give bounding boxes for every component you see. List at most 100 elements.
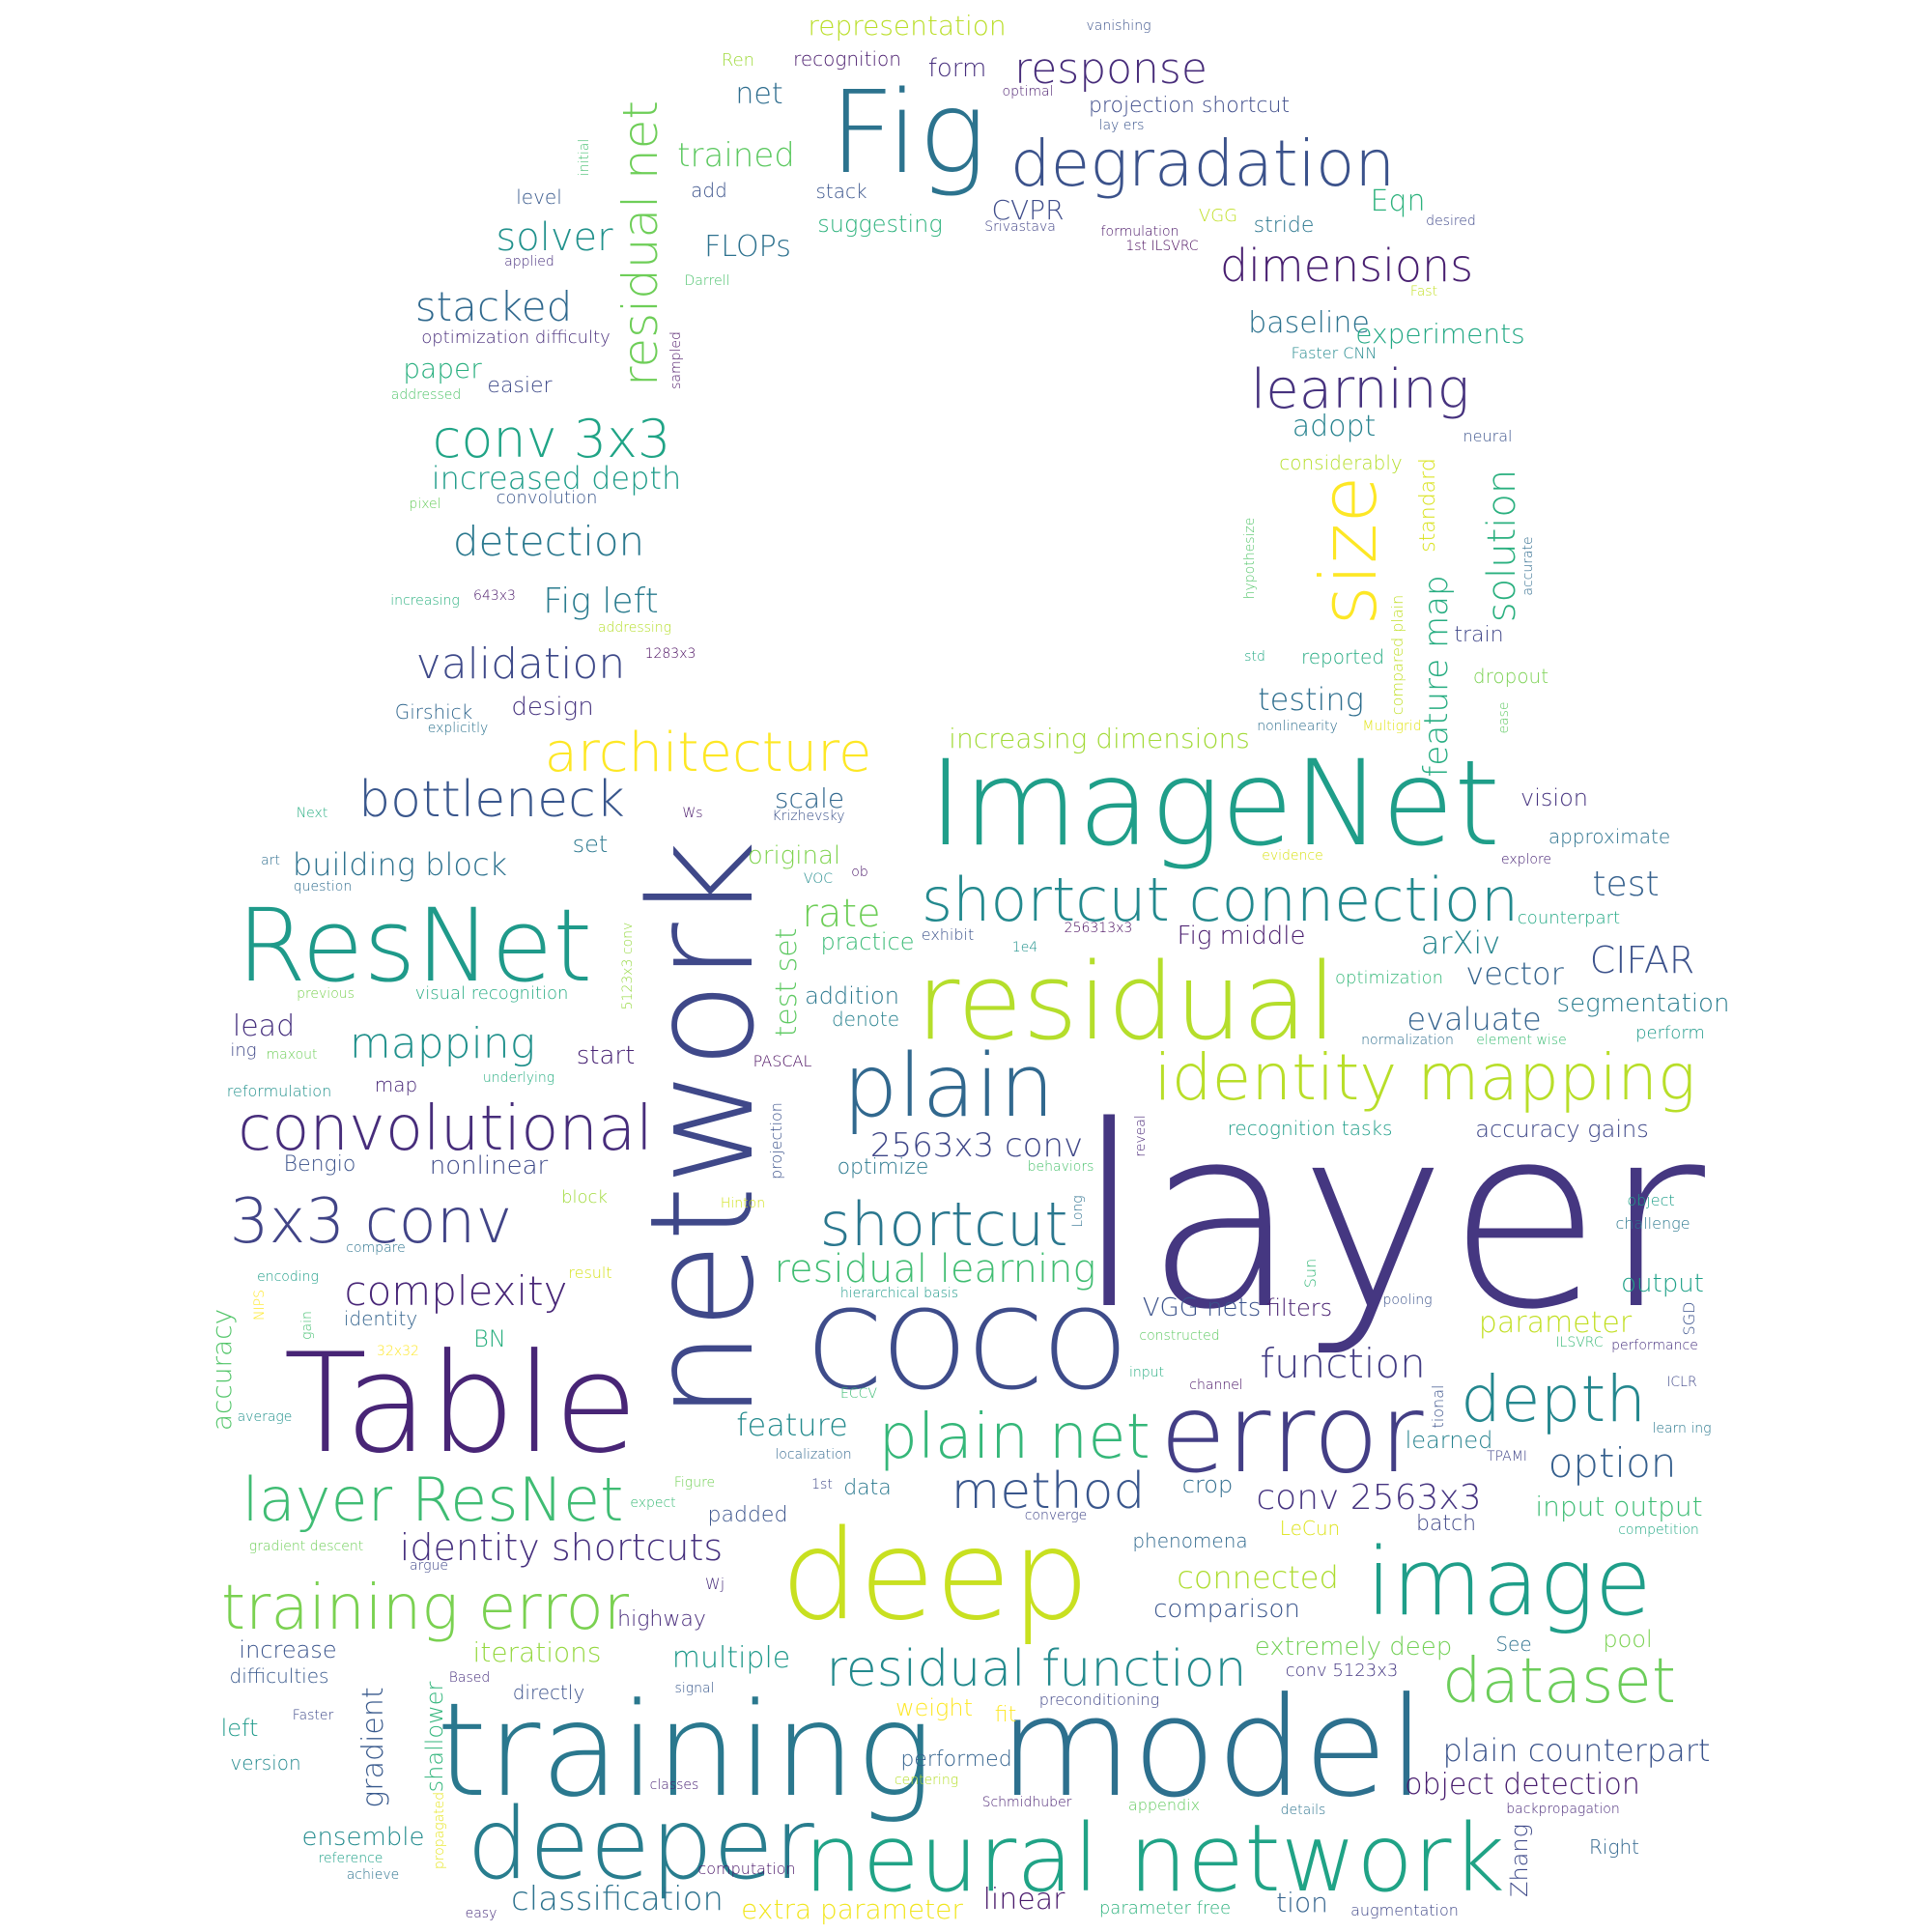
word-residual: residual — [916, 940, 1337, 1064]
word-eqn: Eqn — [1370, 185, 1426, 218]
word-zhang: Zhang — [1506, 1824, 1533, 1897]
word-architecture: architecture — [544, 722, 872, 784]
word-normalization: normalization — [1361, 1033, 1454, 1048]
word-counterpart: counterpart — [1517, 908, 1621, 928]
word-centering: centering — [894, 1773, 959, 1788]
word-pixel: pixel — [409, 497, 441, 512]
word-projection: projection — [767, 1102, 785, 1179]
word-formulation: formulation — [1100, 224, 1179, 240]
word-maxout: maxout — [266, 1047, 318, 1063]
word-schmidhuber: Schmidhuber — [981, 1795, 1072, 1810]
word-neural: neural — [1463, 427, 1513, 445]
word-highway: highway — [617, 1607, 706, 1632]
word-denote: denote — [831, 1008, 900, 1031]
word-identity: identity — [343, 1307, 418, 1330]
word-ren: Ren — [721, 50, 755, 71]
word-initial: initial — [577, 138, 592, 177]
word-batch: batch — [1415, 1512, 1477, 1536]
word-nonlinearity: nonlinearity — [1257, 719, 1338, 734]
word-visual-recognition: visual recognition — [414, 983, 569, 1004]
word-next: Next — [296, 806, 328, 821]
word-layer-resnet: layer ResNet — [242, 1464, 624, 1535]
word-increased-depth: increased depth — [431, 460, 682, 497]
word-cifar: CIFAR — [1589, 939, 1695, 981]
word-neural-network: neural network — [803, 1804, 1506, 1913]
word-1e4: 1e4 — [1011, 940, 1038, 955]
word-learning: learning — [1250, 358, 1470, 421]
word-reported: reported — [1300, 645, 1385, 668]
word-increasing: increasing — [390, 593, 460, 609]
word-lecun: LeCun — [1279, 1517, 1341, 1540]
word-addressed: addressed — [390, 387, 462, 403]
word-faster: Faster — [292, 1708, 334, 1723]
word-fig-left: Fig left — [543, 582, 659, 621]
word-block: block — [561, 1187, 608, 1208]
word-pooling: pooling — [1382, 1293, 1433, 1308]
word-response: response — [1014, 44, 1208, 94]
word-643x3: 643x3 — [473, 588, 516, 604]
word-eccv: ECCV — [840, 1386, 877, 1402]
word-model: model — [998, 1668, 1427, 1828]
word-performed: performed — [900, 1747, 1012, 1772]
word-lead: lead — [232, 1009, 296, 1043]
word-conv-3x3: conv 3x3 — [432, 409, 671, 469]
word-fig: Fig — [829, 66, 987, 199]
word-krizhevsky: Krizhevsky — [772, 809, 845, 824]
word-shortcut-connection: shortcut connection — [921, 865, 1520, 935]
word-detection: detection — [452, 518, 645, 565]
word-set: set — [572, 831, 609, 858]
word-plain: plain — [842, 1036, 1055, 1137]
word-residual-learning: residual learning — [774, 1247, 1096, 1292]
word-behaviors: behaviors — [1027, 1159, 1094, 1175]
word-stack: stack — [815, 180, 867, 203]
word-rate: rate — [802, 892, 881, 936]
word-3x3-conv: 3x3 conv — [229, 1186, 513, 1258]
word-faster-cnn: Faster CNN — [1291, 344, 1378, 362]
word-bengio: Bengio — [283, 1152, 356, 1177]
word-shortcut: shortcut — [819, 1189, 1068, 1260]
word-shallower: shallower — [421, 1681, 448, 1793]
word-result: result — [568, 1264, 612, 1282]
word-conv-2563x3: conv 2563x3 — [1256, 1478, 1482, 1518]
word-compared-plain: compared plain — [1388, 594, 1406, 716]
word-multiple: multiple — [671, 1641, 791, 1675]
word-preconditioning: preconditioning — [1038, 1690, 1160, 1709]
word-easy: easy — [465, 1906, 497, 1921]
word-suggesting: suggesting — [817, 211, 943, 238]
word-ing: ing — [230, 1040, 257, 1061]
word-argue: argue — [410, 1558, 448, 1574]
word-scale: scale — [774, 782, 845, 814]
word-input-output: input output — [1535, 1491, 1703, 1522]
word-convolution: convolution — [496, 488, 598, 508]
word-coco: COCO — [806, 1289, 1128, 1414]
word-encoding: encoding — [257, 1269, 319, 1285]
word-expect: expect — [630, 1495, 676, 1511]
word-parameter-free: parameter free — [1098, 1898, 1232, 1918]
word-start: start — [576, 1041, 636, 1070]
word-function: function — [1260, 1340, 1426, 1387]
word-experiments: experiments — [1355, 318, 1525, 350]
word-padded: padded — [707, 1503, 788, 1527]
word-solution: solution — [1480, 469, 1524, 623]
word-table: Table — [283, 1324, 639, 1484]
word-1st-ilsvrc: 1st ILSVRC — [1125, 239, 1199, 254]
word-segmentation: segmentation — [1556, 989, 1730, 1018]
word-backpropagation: backpropagation — [1506, 1802, 1620, 1817]
word-vector: vector — [1465, 955, 1564, 992]
word-representation: representation — [808, 10, 1007, 42]
word-dropout: dropout — [1472, 665, 1549, 688]
word-explicitly: explicitly — [427, 721, 489, 736]
word-gradient-descent: gradient descent — [248, 1539, 364, 1554]
word-bn: BN — [473, 1325, 506, 1352]
word-filters: filters — [1265, 1294, 1333, 1321]
word-channel: channel — [1189, 1378, 1243, 1393]
word-practice: practice — [820, 928, 915, 955]
word-deep: deep — [781, 1504, 1090, 1648]
word-details: details — [1280, 1803, 1326, 1818]
word-deeper: deeper — [467, 1787, 814, 1902]
word-degradation: degradation — [1009, 127, 1396, 201]
word-design: design — [511, 693, 594, 722]
word-projection-shortcut: projection shortcut — [1088, 94, 1291, 118]
word-hypothesize: hypothesize — [1242, 517, 1258, 600]
